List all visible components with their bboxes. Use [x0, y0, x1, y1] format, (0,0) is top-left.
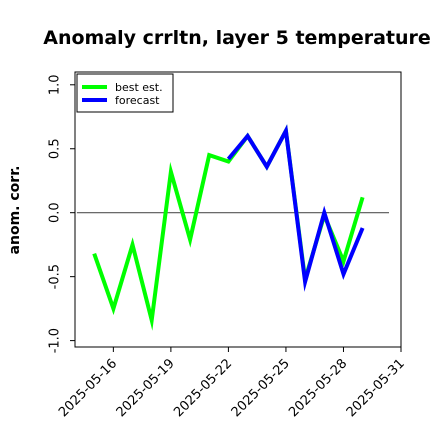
- x-tick-label: 2025-05-16: [56, 356, 120, 420]
- x-tick-label: 2025-05-25: [229, 356, 293, 420]
- legend: best est.forecast: [76, 73, 174, 113]
- y-tick-label: 0.0: [48, 202, 63, 223]
- x-tick-label: 2025-05-19: [114, 356, 178, 420]
- series-line-forecast: [226, 124, 365, 292]
- plot-area: -1.0-0.50.00.51.02025-05-162025-05-19202…: [48, 71, 408, 420]
- y-axis-label: anom. corr.: [7, 166, 23, 255]
- legend-box: [76, 73, 174, 113]
- x-tick-label: 2025-05-31: [344, 356, 408, 420]
- y-tick-label: -1.0: [48, 328, 63, 353]
- y-tick-label: -0.5: [48, 264, 63, 289]
- x-tick-label: 2025-05-22: [171, 356, 235, 420]
- legend-label-best-est: best est.: [115, 81, 163, 94]
- plot-frame: [74, 71, 402, 348]
- x-tick-label: 2025-05-28: [286, 356, 350, 420]
- legend-label-forecast: forecast: [115, 94, 160, 107]
- chart-title: Anomaly crrltn, layer 5 temperature: [43, 27, 431, 49]
- y-tick-label: 0.5: [48, 138, 63, 159]
- y-tick-label: 1.0: [48, 74, 63, 95]
